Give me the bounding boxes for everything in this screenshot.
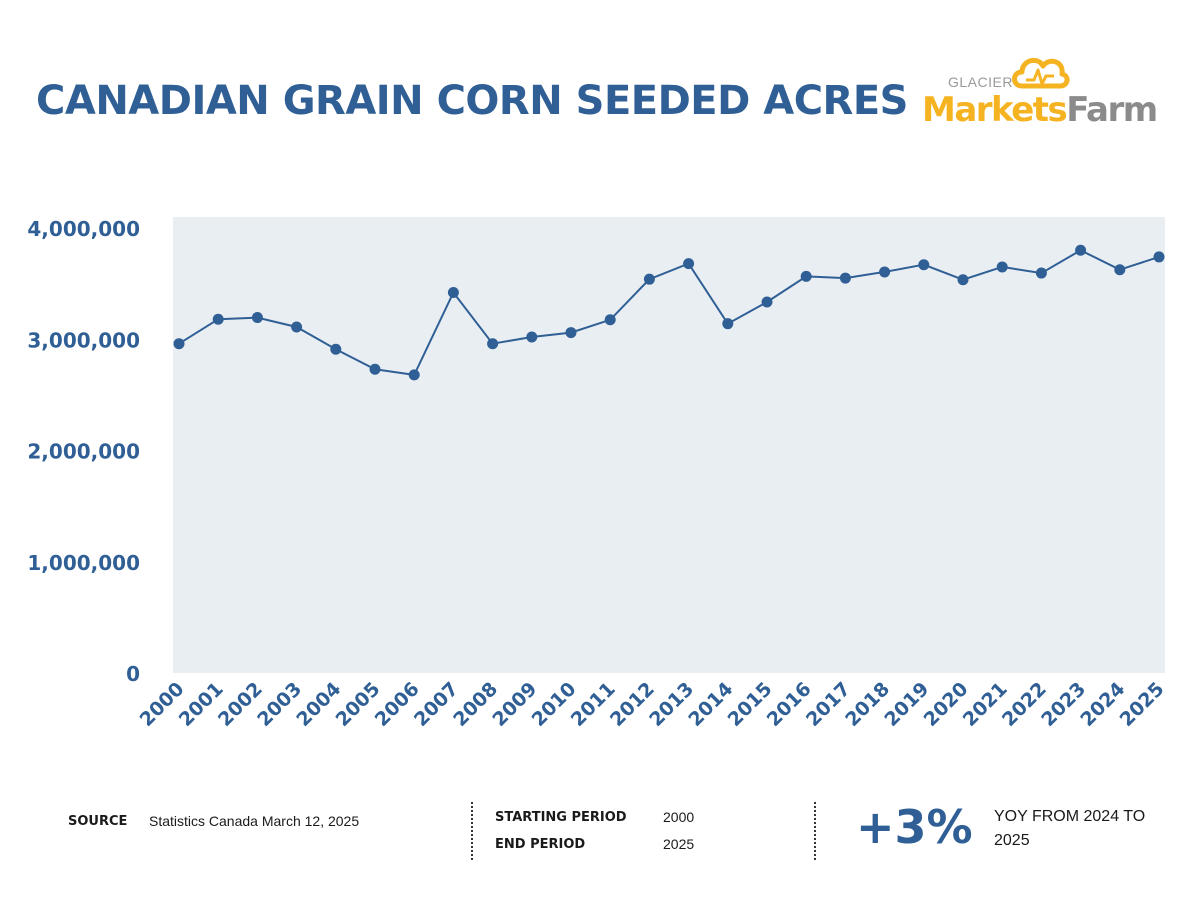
brand-logo: GLACIER MarketsFarm xyxy=(920,52,1160,132)
data-points xyxy=(173,244,1165,381)
data-point xyxy=(447,287,459,299)
data-point xyxy=(839,272,851,284)
x-tick-label: 2000 xyxy=(136,678,189,731)
data-point xyxy=(996,261,1008,273)
data-point xyxy=(643,273,655,285)
footer-divider-1 xyxy=(471,802,473,860)
x-tick-label: 2009 xyxy=(488,678,541,731)
x-tick-label: 2021 xyxy=(959,678,1012,731)
x-tick-label: 2010 xyxy=(528,678,581,731)
x-tick-label: 2011 xyxy=(567,678,620,731)
data-point xyxy=(173,338,185,350)
y-tick-label: 3,000,000 xyxy=(27,328,140,352)
start-period-label: STARTING PERIOD xyxy=(495,810,627,825)
x-tick-label: 2014 xyxy=(684,678,737,731)
data-point xyxy=(212,313,224,325)
plot-area xyxy=(173,217,1165,673)
x-tick-label: 2019 xyxy=(880,678,933,731)
x-tick-label: 2018 xyxy=(841,678,894,731)
y-tick-label: 1,000,000 xyxy=(27,551,140,575)
data-point xyxy=(683,258,695,270)
x-axis-ticks: 2000200120022003200420052006200720082009… xyxy=(136,678,1169,731)
x-tick-label: 2004 xyxy=(292,678,345,731)
y-tick-label: 4,000,000 xyxy=(27,217,140,241)
x-tick-label: 2005 xyxy=(332,678,385,731)
yoy-change-description: YOY FROM 2024 TO 2025 xyxy=(994,808,1146,849)
x-tick-label: 2006 xyxy=(371,678,424,731)
x-tick-label: 2012 xyxy=(606,678,659,731)
data-point xyxy=(291,321,303,333)
logo-small-text: GLACIER xyxy=(948,74,1013,90)
x-tick-label: 2015 xyxy=(724,678,777,731)
page-title: CANADIAN GRAIN CORN SEEDED ACRES xyxy=(36,78,909,124)
series-line xyxy=(178,249,1160,376)
data-point xyxy=(1035,267,1047,279)
start-period-value: 2000 xyxy=(663,809,695,825)
logo-wordmark-farm: Farm xyxy=(1066,90,1158,130)
data-point xyxy=(1114,264,1126,276)
data-point xyxy=(487,338,499,350)
data-point xyxy=(761,296,773,308)
x-tick-label: 2023 xyxy=(1037,678,1090,731)
data-point xyxy=(957,274,969,286)
end-period-value: 2025 xyxy=(663,836,695,852)
x-tick-label: 2024 xyxy=(1076,678,1129,731)
data-point xyxy=(1153,251,1165,263)
x-tick-label: 2025 xyxy=(1116,678,1169,731)
data-point xyxy=(408,369,420,381)
data-point xyxy=(879,266,891,278)
x-tick-label: 2017 xyxy=(802,678,855,731)
y-tick-label: 2,000,000 xyxy=(27,440,140,464)
x-tick-label: 2008 xyxy=(449,678,502,731)
x-tick-label: 2002 xyxy=(214,678,267,731)
line-chart: 0 1,000,000 2,000,000 3,000,000 4,000,000 20… xyxy=(27,217,1169,731)
logo-wordmark-markets: Markets xyxy=(922,90,1068,130)
data-point xyxy=(604,314,616,326)
y-axis-ticks: 0 1,000,000 2,000,000 3,000,000 4,000,000 xyxy=(27,217,140,686)
source-label: SOURCE xyxy=(68,814,128,829)
data-point xyxy=(526,331,538,343)
data-point xyxy=(918,259,930,271)
data-point xyxy=(330,343,342,355)
x-tick-label: 2022 xyxy=(998,678,1051,731)
data-point xyxy=(369,363,381,375)
source-value: Statistics Canada March 12, 2025 xyxy=(149,813,360,829)
data-point xyxy=(1075,244,1087,256)
data-point xyxy=(800,270,812,282)
footer-divider-2 xyxy=(814,802,816,860)
x-tick-label: 2007 xyxy=(410,678,463,731)
yoy-change-value: +3% xyxy=(856,800,973,854)
x-tick-label: 2013 xyxy=(645,678,698,731)
x-tick-label: 2016 xyxy=(763,678,816,731)
end-period-label: END PERIOD xyxy=(495,837,586,852)
y-tick-label: 0 xyxy=(126,662,140,686)
x-tick-label: 2020 xyxy=(920,678,973,731)
x-tick-label: 2003 xyxy=(253,678,306,731)
data-point xyxy=(722,318,734,330)
x-tick-label: 2001 xyxy=(175,678,228,731)
data-point xyxy=(251,312,263,324)
data-point xyxy=(565,327,577,339)
cloud-logo-icon xyxy=(1012,57,1070,89)
logo-wordmark: MarketsFarm xyxy=(922,90,1158,130)
